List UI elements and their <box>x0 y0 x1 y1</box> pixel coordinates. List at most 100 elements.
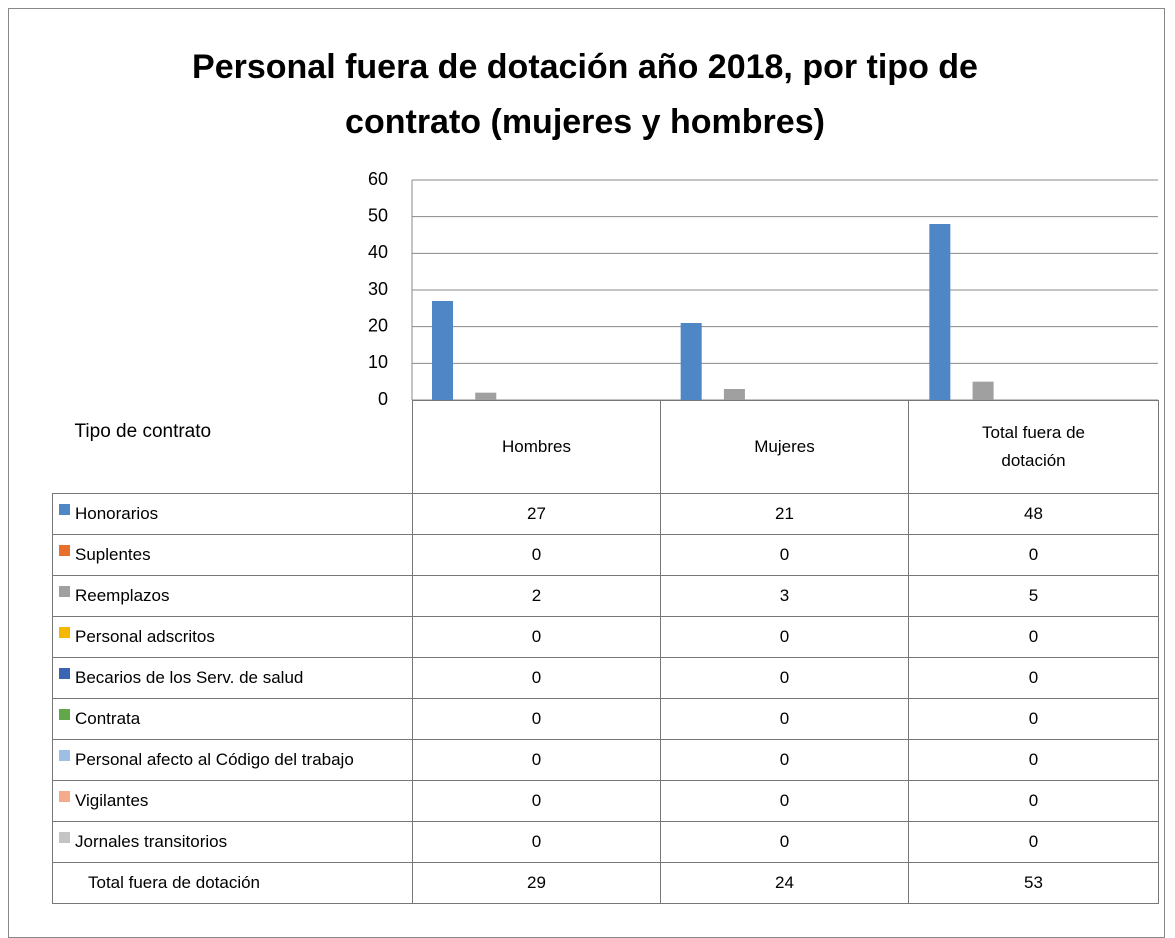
y-tick-label: 0 <box>378 389 388 409</box>
value-cell: 48 <box>908 492 1159 535</box>
value-cell: 0 <box>660 615 909 658</box>
table-header: Tipo de contrato <box>74 420 212 442</box>
bar <box>432 301 454 400</box>
value-cell: 0 <box>660 738 909 781</box>
value-cell: 0 <box>412 820 661 863</box>
total-cell: 24 <box>660 861 909 904</box>
y-tick-label: 10 <box>368 352 388 372</box>
legend-label: Personal afecto al Código del trabajo <box>75 749 354 769</box>
y-tick-label: 30 <box>368 279 388 299</box>
legend-key <box>59 708 70 720</box>
row-label-cell: Personal afecto al Código del trabajo <box>52 738 413 781</box>
legend-entry: Reemplazos <box>59 581 412 611</box>
bar <box>680 323 702 400</box>
data-table: Tipo de contrato Hombres Mujeres Total fuer… <box>52 400 1159 904</box>
legend-entry: Contrata <box>59 704 412 734</box>
legend-entry: Vigilantes <box>59 786 412 816</box>
legend-key <box>59 749 70 761</box>
series-row: Contrata 0 0 0 <box>52 697 1159 740</box>
total-cell: 53 <box>908 861 1159 904</box>
legend-key <box>59 831 70 843</box>
series-row: Vigilantes 0 0 0 <box>52 779 1159 822</box>
value-cell: 0 <box>412 533 661 576</box>
value-cell: 0 <box>412 738 661 781</box>
value-cell: 5 <box>908 574 1159 617</box>
value-cell: 0 <box>908 697 1159 740</box>
series-row: Reemplazos 2 3 5 <box>52 574 1159 617</box>
legend-entry: Suplentes <box>59 540 412 570</box>
value-cell: 0 <box>412 697 661 740</box>
legend-entry: Jornales transitorios <box>59 827 412 857</box>
value-cell: 0 <box>412 779 661 822</box>
row-label-cell: Suplentes <box>52 533 413 576</box>
legend-key <box>59 585 70 597</box>
row-label-cell: Becarios de los Serv. de salud <box>52 656 413 699</box>
legend-entry: Personal adscritos <box>59 622 412 652</box>
bar <box>929 224 951 400</box>
row-label-cell: Personal adscritos <box>52 615 413 658</box>
row-label-cell: Honorarios <box>52 492 413 535</box>
legend-label: Suplentes <box>75 544 151 564</box>
legend-key <box>59 503 70 515</box>
legend-label: Personal adscritos <box>75 626 215 646</box>
chart-title: Personal fuera de dotación año 2018, por… <box>192 48 978 141</box>
row-label-cell: Jornales transitorios <box>52 820 413 863</box>
value-cell: 0 <box>908 738 1159 781</box>
value-cell: 0 <box>412 656 661 699</box>
legend-label: Honorarios <box>75 503 159 523</box>
legend-key <box>59 667 70 679</box>
total-label: Total fuera de dotación <box>52 861 413 904</box>
value-cell: 0 <box>908 820 1159 863</box>
bar <box>475 392 497 400</box>
value-cell: 27 <box>412 492 661 535</box>
legend-key <box>59 626 70 638</box>
series-row: Personal adscritos 0 0 0 <box>52 615 1159 658</box>
legend-label: Contrata <box>75 708 141 728</box>
series-row: Jornales transitorios 0 0 0 <box>52 820 1159 863</box>
legend-label: Becarios de los Serv. de salud <box>75 667 304 687</box>
y-tick-label: 40 <box>368 242 388 262</box>
x-tick-label: Total fuera de dotación <box>981 422 1085 470</box>
total-cell: 29 <box>412 861 661 904</box>
value-cell: 0 <box>660 779 909 822</box>
legend-key <box>59 790 70 802</box>
legend-key <box>59 544 70 556</box>
total-row: Total fuera de dotación 29 24 53 <box>52 861 1159 904</box>
series-row: Suplentes 0 0 0 <box>52 533 1159 576</box>
bar <box>723 389 745 400</box>
x-tick-label: Hombres <box>502 436 571 456</box>
x-tick-label: Mujeres <box>754 436 815 456</box>
value-cell: 0 <box>660 533 909 576</box>
legend-entry: Personal afecto al Código del trabajo <box>59 745 412 775</box>
value-cell: 0 <box>412 615 661 658</box>
series-row: Personal afecto al Código del trabajo 0 0 0 <box>52 738 1159 781</box>
value-cell: 2 <box>412 574 661 617</box>
legend-label: Reemplazos <box>75 585 170 605</box>
y-tick-label: 50 <box>368 205 388 225</box>
y-tick-label: 20 <box>368 315 388 335</box>
legend-entry: Becarios de los Serv. de salud <box>59 663 412 693</box>
legend-label: Jornales transitorios <box>75 831 228 851</box>
value-cell: 21 <box>660 492 909 535</box>
row-label-cell: Reemplazos <box>52 574 413 617</box>
legend-label: Vigilantes <box>75 790 149 810</box>
row-label-cell: Contrata <box>52 697 413 740</box>
series-row: Becarios de los Serv. de salud 0 0 0 <box>52 656 1159 699</box>
value-cell: 0 <box>908 615 1159 658</box>
row-label-cell: Vigilantes <box>52 779 413 822</box>
legend-entry: Honorarios <box>59 499 412 529</box>
value-cell: 0 <box>660 697 909 740</box>
bar <box>972 381 994 400</box>
category-cell: Total fuera de dotación <box>908 400 1159 494</box>
header-row: Tipo de contrato Hombres Mujeres Total fuer… <box>53 400 1159 494</box>
category-cell: Mujeres <box>660 400 909 494</box>
category-cell: Hombres <box>412 400 661 494</box>
value-cell: 0 <box>908 656 1159 699</box>
value-cell: 0 <box>908 779 1159 822</box>
value-cell: 3 <box>660 574 909 617</box>
value-cell: 0 <box>660 656 909 699</box>
y-tick-label: 60 <box>368 169 388 189</box>
value-cell: 0 <box>908 533 1159 576</box>
